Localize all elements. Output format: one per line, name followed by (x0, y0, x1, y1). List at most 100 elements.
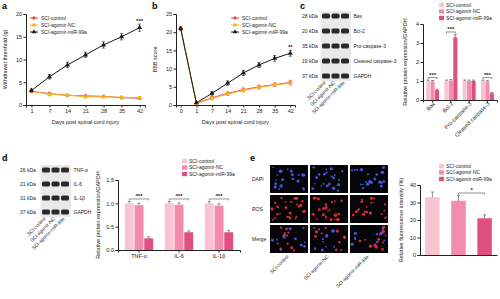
cell-stain (301, 200, 303, 202)
x-tick-label: 7 (48, 108, 51, 114)
bar (485, 82, 489, 100)
annotation: *** (215, 193, 223, 199)
cell-stain (337, 213, 340, 216)
cell-stain (338, 179, 340, 181)
legend: SCI-controlSCI-agomir-NCSCI-agomir-miR-9… (231, 15, 288, 35)
legend-label: SCI-agomir-NC (242, 22, 277, 28)
y-tick-label: 5 (19, 80, 22, 86)
y-axis-line (418, 186, 421, 256)
error-bar (427, 80, 430, 82)
cell-stain (313, 227, 315, 229)
cell-stain (373, 178, 376, 181)
error-bar (227, 230, 230, 232)
marker (102, 95, 105, 98)
cell-stain (286, 216, 288, 218)
y-tick: 1 (416, 78, 423, 84)
series-line (181, 29, 291, 103)
cell-stain (370, 197, 373, 200)
cell-stain (364, 211, 366, 213)
marker (272, 55, 277, 59)
bar (467, 81, 471, 100)
x-tick: Bcl-2 (441, 100, 454, 114)
annotation: ** (288, 44, 293, 50)
cell-stain (334, 214, 337, 217)
cell-stain (290, 201, 292, 203)
cell-stain (364, 239, 366, 241)
cell-stain (287, 232, 289, 234)
cell-stain (340, 200, 342, 202)
x-tick-label: TNF-α (131, 253, 148, 259)
cell-stain (274, 217, 276, 219)
x-tick: 7 (48, 105, 51, 114)
plot-area (178, 26, 293, 105)
cell-stain (293, 249, 295, 251)
cell-stain (316, 218, 318, 220)
cell-stain (333, 230, 335, 232)
cell-stain (318, 173, 320, 175)
y-tick-label: 15 (16, 34, 22, 40)
blot-band (332, 43, 340, 48)
significance-bracket (209, 199, 228, 201)
y-tick-label: 10 (16, 57, 22, 63)
y-tick-mark (24, 14, 27, 15)
error-bar (273, 83, 276, 87)
x-tick: 35 (272, 105, 278, 114)
significance-bracket (169, 199, 188, 201)
cell-stain (330, 218, 333, 221)
cell-stain (384, 203, 386, 205)
cell-stain (366, 206, 368, 208)
y-tick-mark (174, 14, 177, 15)
series-line (181, 29, 291, 104)
x-tick-label: 14 (65, 108, 71, 114)
legend-marker (32, 29, 37, 33)
cell-stain (278, 188, 280, 190)
cell-stain (381, 213, 383, 215)
error-bar (48, 93, 51, 96)
blot-band (322, 58, 330, 63)
cell-stain (311, 187, 314, 190)
y-tick-mark (174, 32, 177, 33)
x-tick: IL-1β (213, 250, 226, 259)
cell-stain (381, 248, 384, 251)
cell-stain (383, 239, 385, 241)
cell-stain (334, 174, 336, 176)
marker (119, 34, 124, 38)
blot-band (341, 28, 349, 33)
cell-stain (325, 246, 327, 248)
blot-band (322, 43, 330, 48)
x-tick: TNF-α (131, 250, 148, 259)
cell-stain (326, 184, 329, 187)
fluorescence-panel: DAPIROSMergeSCI-controlSCI-agomir-NCSCI-… (252, 165, 388, 289)
y-tick: 15 (166, 48, 176, 54)
legend-marker (32, 16, 35, 19)
x-axis: 171421283542 (27, 105, 146, 114)
cell-stain (337, 189, 339, 191)
legend-label: SCI-agomir-NC (41, 22, 76, 28)
y-tick: 25 (166, 11, 176, 17)
blot-band (332, 13, 340, 18)
y-tick-label: 0 (416, 97, 419, 103)
y-tick-label: 20 (166, 29, 172, 35)
bar (490, 93, 494, 100)
cell-stain (314, 247, 317, 250)
band-protein: IL-1β (74, 195, 86, 201)
cell-stain (323, 173, 326, 176)
cell-stain (332, 187, 335, 190)
y-tick: 10 (410, 235, 420, 241)
y-tick-label: 0.5 (106, 224, 114, 230)
legend-marker (233, 16, 236, 19)
y-tick-mark (418, 238, 421, 239)
legend-label: SCI-agomir-NC (189, 164, 224, 170)
cell-stain (314, 235, 317, 238)
x-tick-label: 21 (83, 108, 89, 114)
marker (256, 62, 261, 66)
blot-membrane (321, 11, 352, 81)
chart: 01234Relative protein expression/GAPDHBa… (402, 2, 498, 138)
x-tick-label: 14 (225, 108, 231, 114)
cell-stain (384, 216, 386, 218)
cell-stain (274, 185, 277, 188)
y-tick: 15 (16, 34, 26, 40)
bar (472, 81, 476, 100)
marker (273, 83, 276, 86)
blot-band (52, 181, 60, 186)
